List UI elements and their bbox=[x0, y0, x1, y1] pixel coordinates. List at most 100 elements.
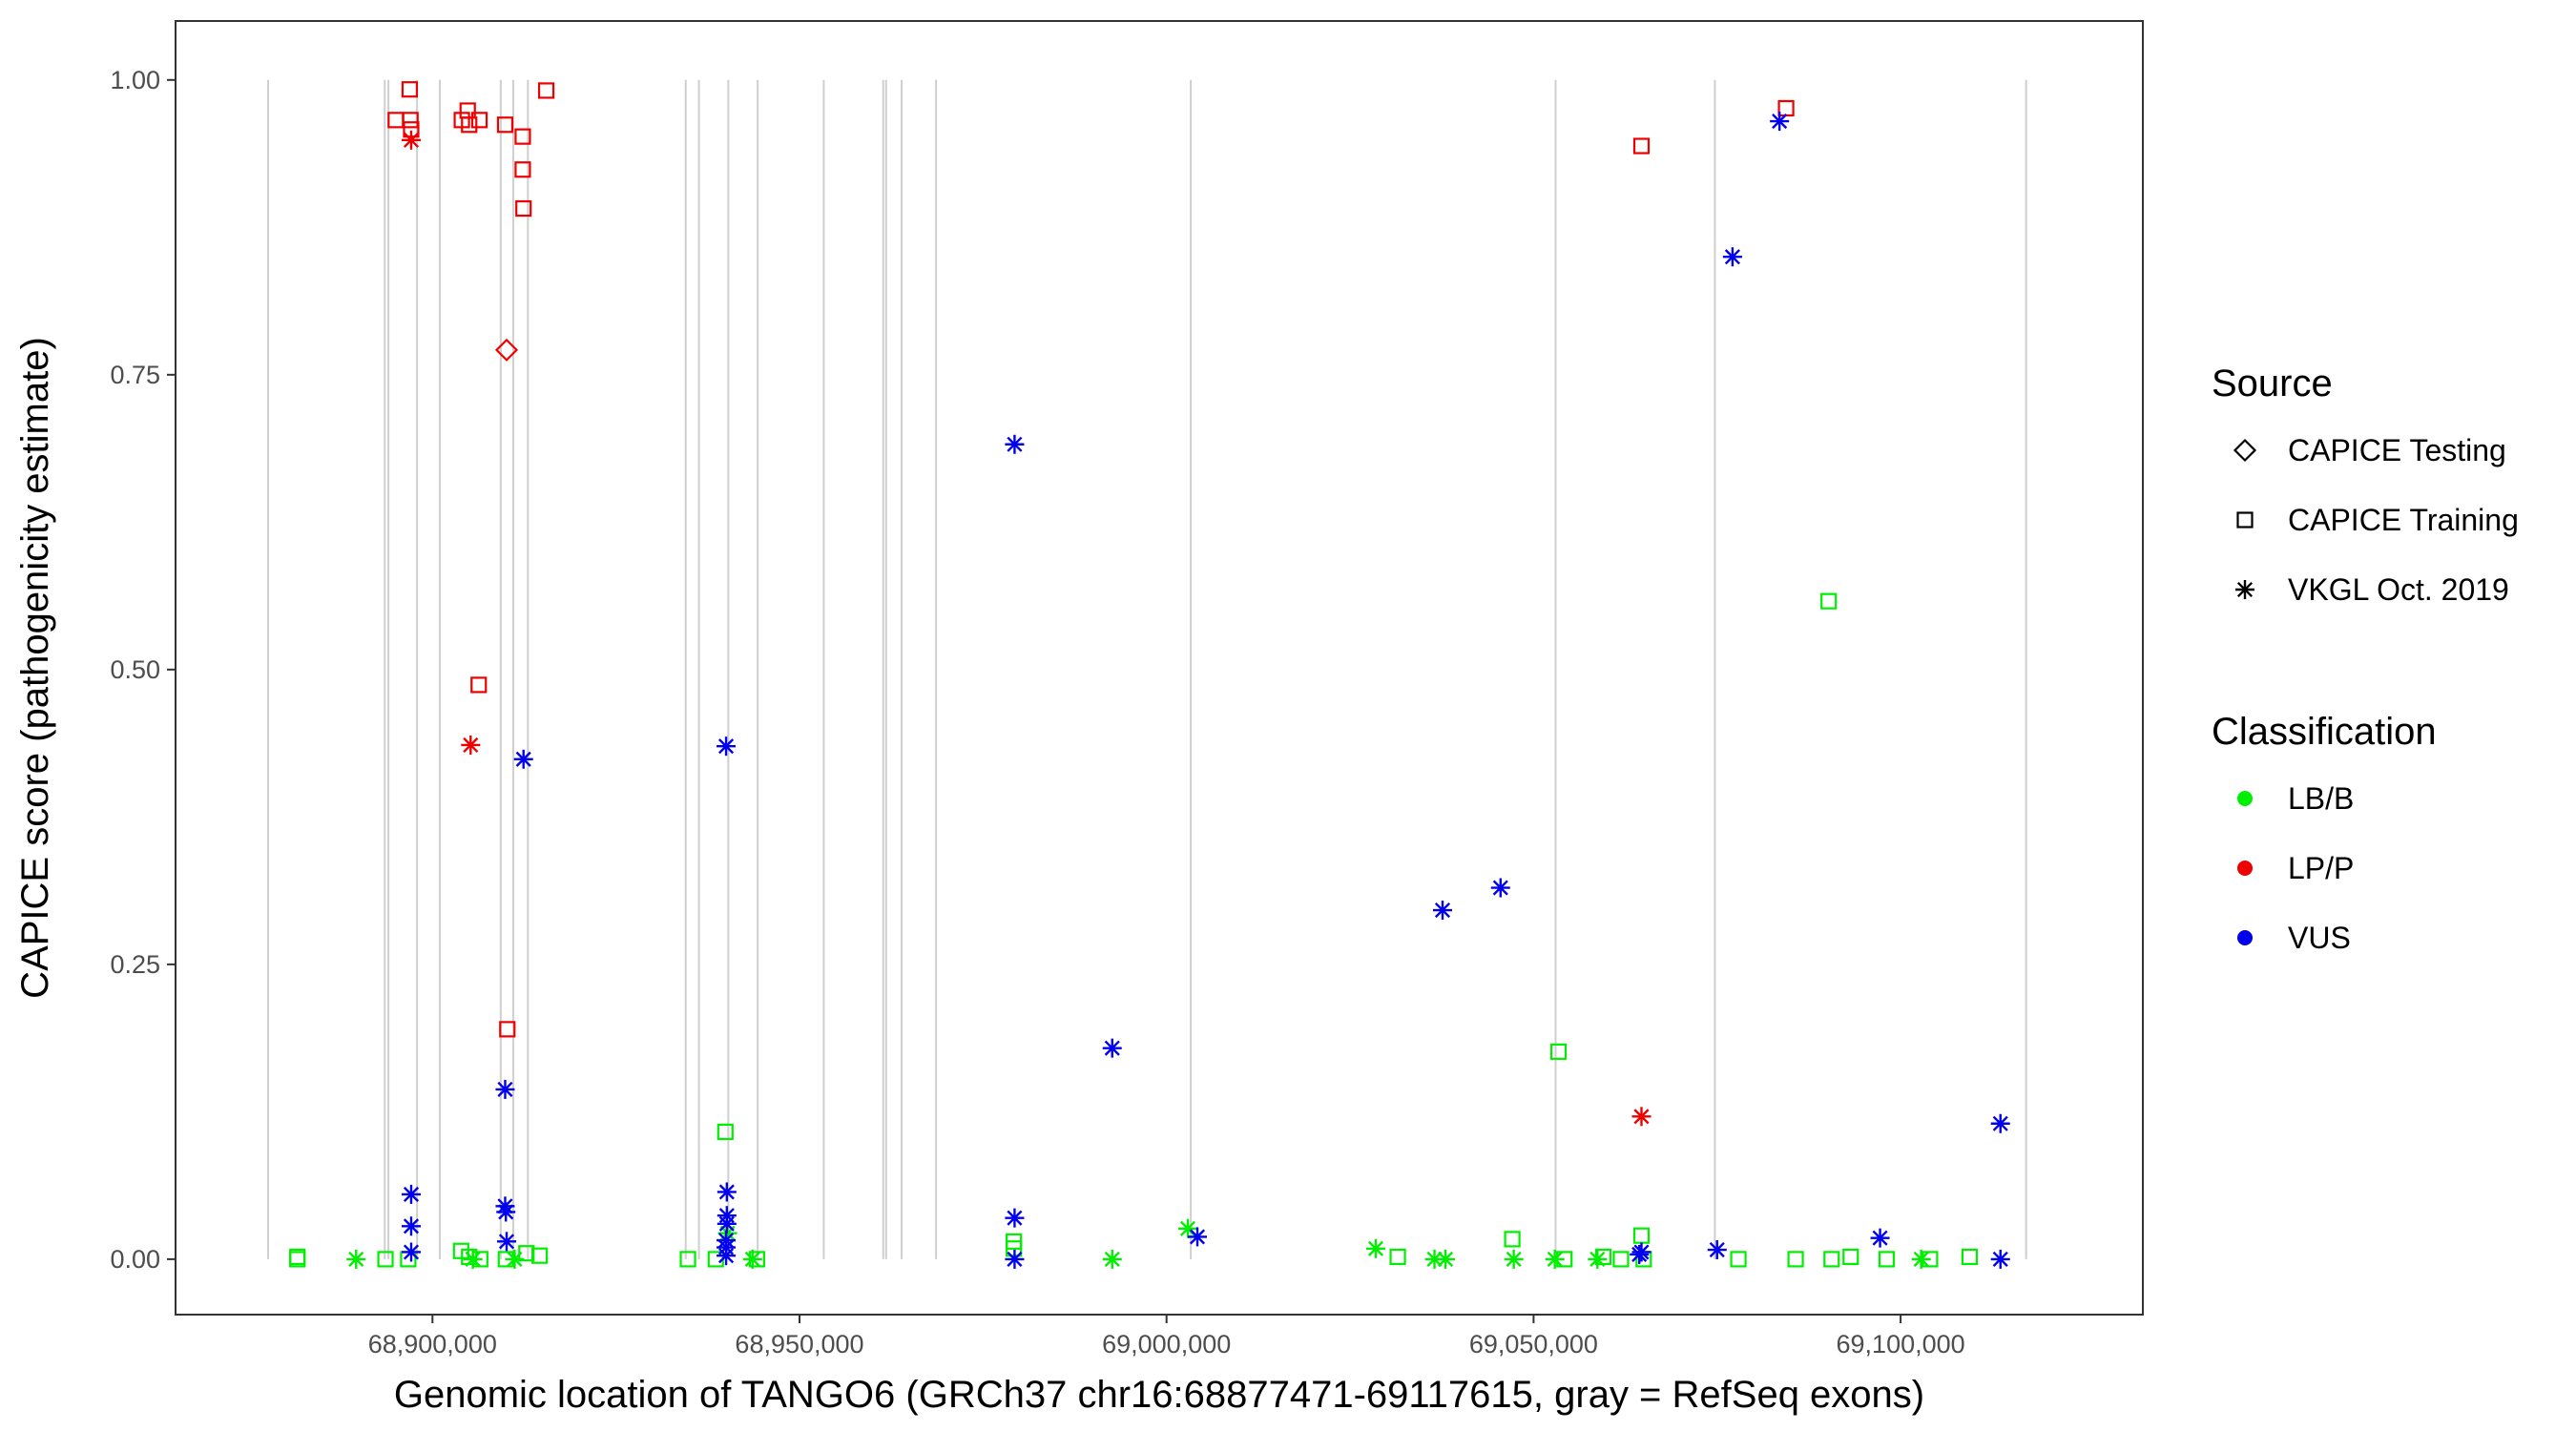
data-point bbox=[1545, 1249, 1565, 1269]
data-point bbox=[1823, 1251, 1840, 1268]
data-point bbox=[513, 749, 533, 769]
data-point bbox=[1842, 1248, 1859, 1266]
data-point bbox=[1188, 1227, 1208, 1247]
data-point bbox=[470, 112, 488, 129]
x-tick-label: 68,950,000 bbox=[735, 1330, 863, 1358]
data-point bbox=[1549, 1043, 1568, 1060]
data-point bbox=[1632, 137, 1651, 155]
legend-key-asterisk bbox=[2235, 580, 2254, 599]
data-point bbox=[1770, 112, 1790, 132]
data-point bbox=[1631, 1242, 1652, 1262]
x-tick-label: 69,050,000 bbox=[1469, 1330, 1598, 1358]
data-point bbox=[717, 1123, 734, 1141]
data-point bbox=[496, 1202, 516, 1222]
data-point bbox=[1102, 1249, 1122, 1269]
data-point bbox=[1436, 1249, 1456, 1269]
legend-label: VKGL Oct. 2019 bbox=[2288, 572, 2509, 607]
data-point bbox=[1730, 1251, 1747, 1268]
data-point bbox=[402, 112, 419, 129]
y-axis-title: CAPICE score (pathogenicity estimate) bbox=[14, 337, 56, 999]
data-point bbox=[401, 130, 421, 150]
legend-label: VUS bbox=[2288, 921, 2351, 955]
data-point bbox=[531, 1247, 549, 1264]
exon-lines bbox=[266, 79, 2027, 1259]
data-point bbox=[401, 1216, 421, 1236]
data-point bbox=[461, 735, 481, 755]
legend-classification-title: Classification bbox=[2212, 711, 2437, 753]
data-point bbox=[518, 1245, 535, 1262]
data-point bbox=[1612, 1251, 1630, 1268]
legend: Source Classification CAPICE Testing CAPI… bbox=[2212, 363, 2519, 955]
y-tick-label: 1.00 bbox=[110, 66, 160, 94]
data-point bbox=[505, 1249, 525, 1269]
legend-label: LB/B bbox=[2288, 781, 2354, 816]
data-point bbox=[1504, 1231, 1521, 1248]
data-point bbox=[1990, 1249, 2010, 1269]
data-point bbox=[514, 128, 531, 145]
axes: 68,900,000 68,950,000 69,000,000 69,050,000… bbox=[110, 66, 1964, 1358]
legend-key-diamond bbox=[2233, 438, 2257, 463]
x-tick-label: 68,900,000 bbox=[368, 1330, 497, 1358]
data-point bbox=[470, 676, 488, 694]
data-point bbox=[1005, 1208, 1025, 1228]
x-axis-title: Genomic location of TANGO6 (GRCh37 chr16… bbox=[394, 1374, 1924, 1416]
legend-key-dot bbox=[2237, 930, 2253, 945]
data-point bbox=[289, 1251, 306, 1268]
data-point bbox=[537, 82, 555, 99]
data-point bbox=[1005, 434, 1025, 454]
data-point bbox=[1594, 1248, 1612, 1266]
data-point bbox=[679, 1251, 696, 1268]
data-point bbox=[496, 116, 514, 134]
x-tick-label: 69,100,000 bbox=[1837, 1330, 1965, 1358]
data-point bbox=[1588, 1249, 1608, 1269]
legend-key-square bbox=[2236, 511, 2254, 529]
data-point bbox=[1005, 1249, 1025, 1269]
data-point bbox=[497, 1232, 517, 1252]
data-point bbox=[717, 1213, 737, 1234]
y-tick-label: 0.50 bbox=[110, 655, 160, 684]
data-point bbox=[1722, 247, 1742, 267]
data-point bbox=[1787, 1251, 1804, 1268]
data-point bbox=[717, 1246, 737, 1266]
data-point bbox=[1504, 1249, 1524, 1269]
data-point bbox=[515, 199, 532, 218]
data-point bbox=[401, 81, 419, 98]
data-point bbox=[495, 1079, 515, 1099]
x-tick-label: 69,000,000 bbox=[1102, 1330, 1231, 1358]
data-point bbox=[1389, 1248, 1406, 1266]
legend-key-dot bbox=[2237, 861, 2253, 876]
data-point bbox=[1432, 901, 1452, 921]
data-points bbox=[289, 81, 2010, 1269]
data-point bbox=[471, 1251, 488, 1268]
legend-label: CAPICE Testing bbox=[2288, 433, 2506, 467]
data-point bbox=[461, 116, 478, 134]
data-point bbox=[1102, 1038, 1122, 1058]
data-point bbox=[401, 1184, 421, 1204]
data-point bbox=[1911, 1249, 1931, 1269]
data-point bbox=[717, 736, 737, 757]
data-point bbox=[717, 1182, 737, 1202]
legend-label: LP/P bbox=[2288, 851, 2354, 885]
plot-panel-border bbox=[175, 20, 2144, 1316]
data-point bbox=[1990, 1113, 2010, 1133]
legend-key-dot bbox=[2237, 791, 2253, 806]
data-point bbox=[1631, 1107, 1652, 1127]
data-point bbox=[1365, 1238, 1385, 1258]
data-point bbox=[1870, 1228, 1890, 1248]
data-point bbox=[1961, 1248, 1979, 1266]
data-point bbox=[514, 161, 531, 178]
data-point bbox=[499, 1021, 516, 1038]
data-point bbox=[748, 1251, 765, 1268]
data-point bbox=[346, 1249, 366, 1269]
y-tick-label: 0.00 bbox=[110, 1245, 160, 1274]
data-point bbox=[1707, 1240, 1727, 1260]
data-point bbox=[1878, 1251, 1896, 1268]
data-point bbox=[494, 338, 519, 362]
data-point bbox=[377, 1251, 394, 1268]
data-point bbox=[1490, 878, 1510, 898]
legend-source-title: Source bbox=[2212, 363, 2333, 404]
data-point bbox=[401, 1242, 421, 1262]
data-point bbox=[1556, 1251, 1573, 1268]
